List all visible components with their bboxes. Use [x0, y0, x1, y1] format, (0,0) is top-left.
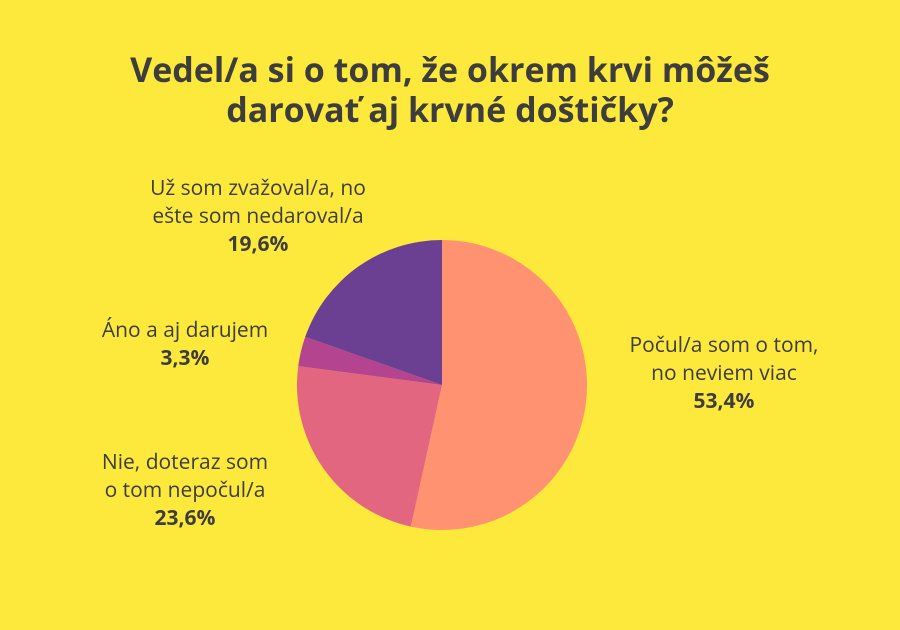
pie-slice	[305, 240, 442, 385]
value-label: 53,4%	[694, 387, 755, 415]
pie-slice	[410, 240, 587, 530]
pie-slice	[298, 336, 442, 385]
value-label: 23,6%	[155, 504, 216, 532]
value-label: 3,3%	[161, 344, 210, 372]
chart-title: Vedel/a si o tom, že okrem krvi môžeš dar…	[130, 46, 770, 132]
pie-slice	[297, 366, 442, 527]
slice-label: Už som zvažoval/a, no ešte som nedaroval/…	[150, 174, 366, 230]
value-label: 19,6%	[228, 230, 289, 258]
slice-label: Počul/a som o tom, no neviem viac	[630, 331, 819, 387]
slice-label: Nie, doteraz som o tom nepočul/a	[102, 448, 268, 504]
slice-label: Áno a aj darujem	[102, 316, 268, 344]
